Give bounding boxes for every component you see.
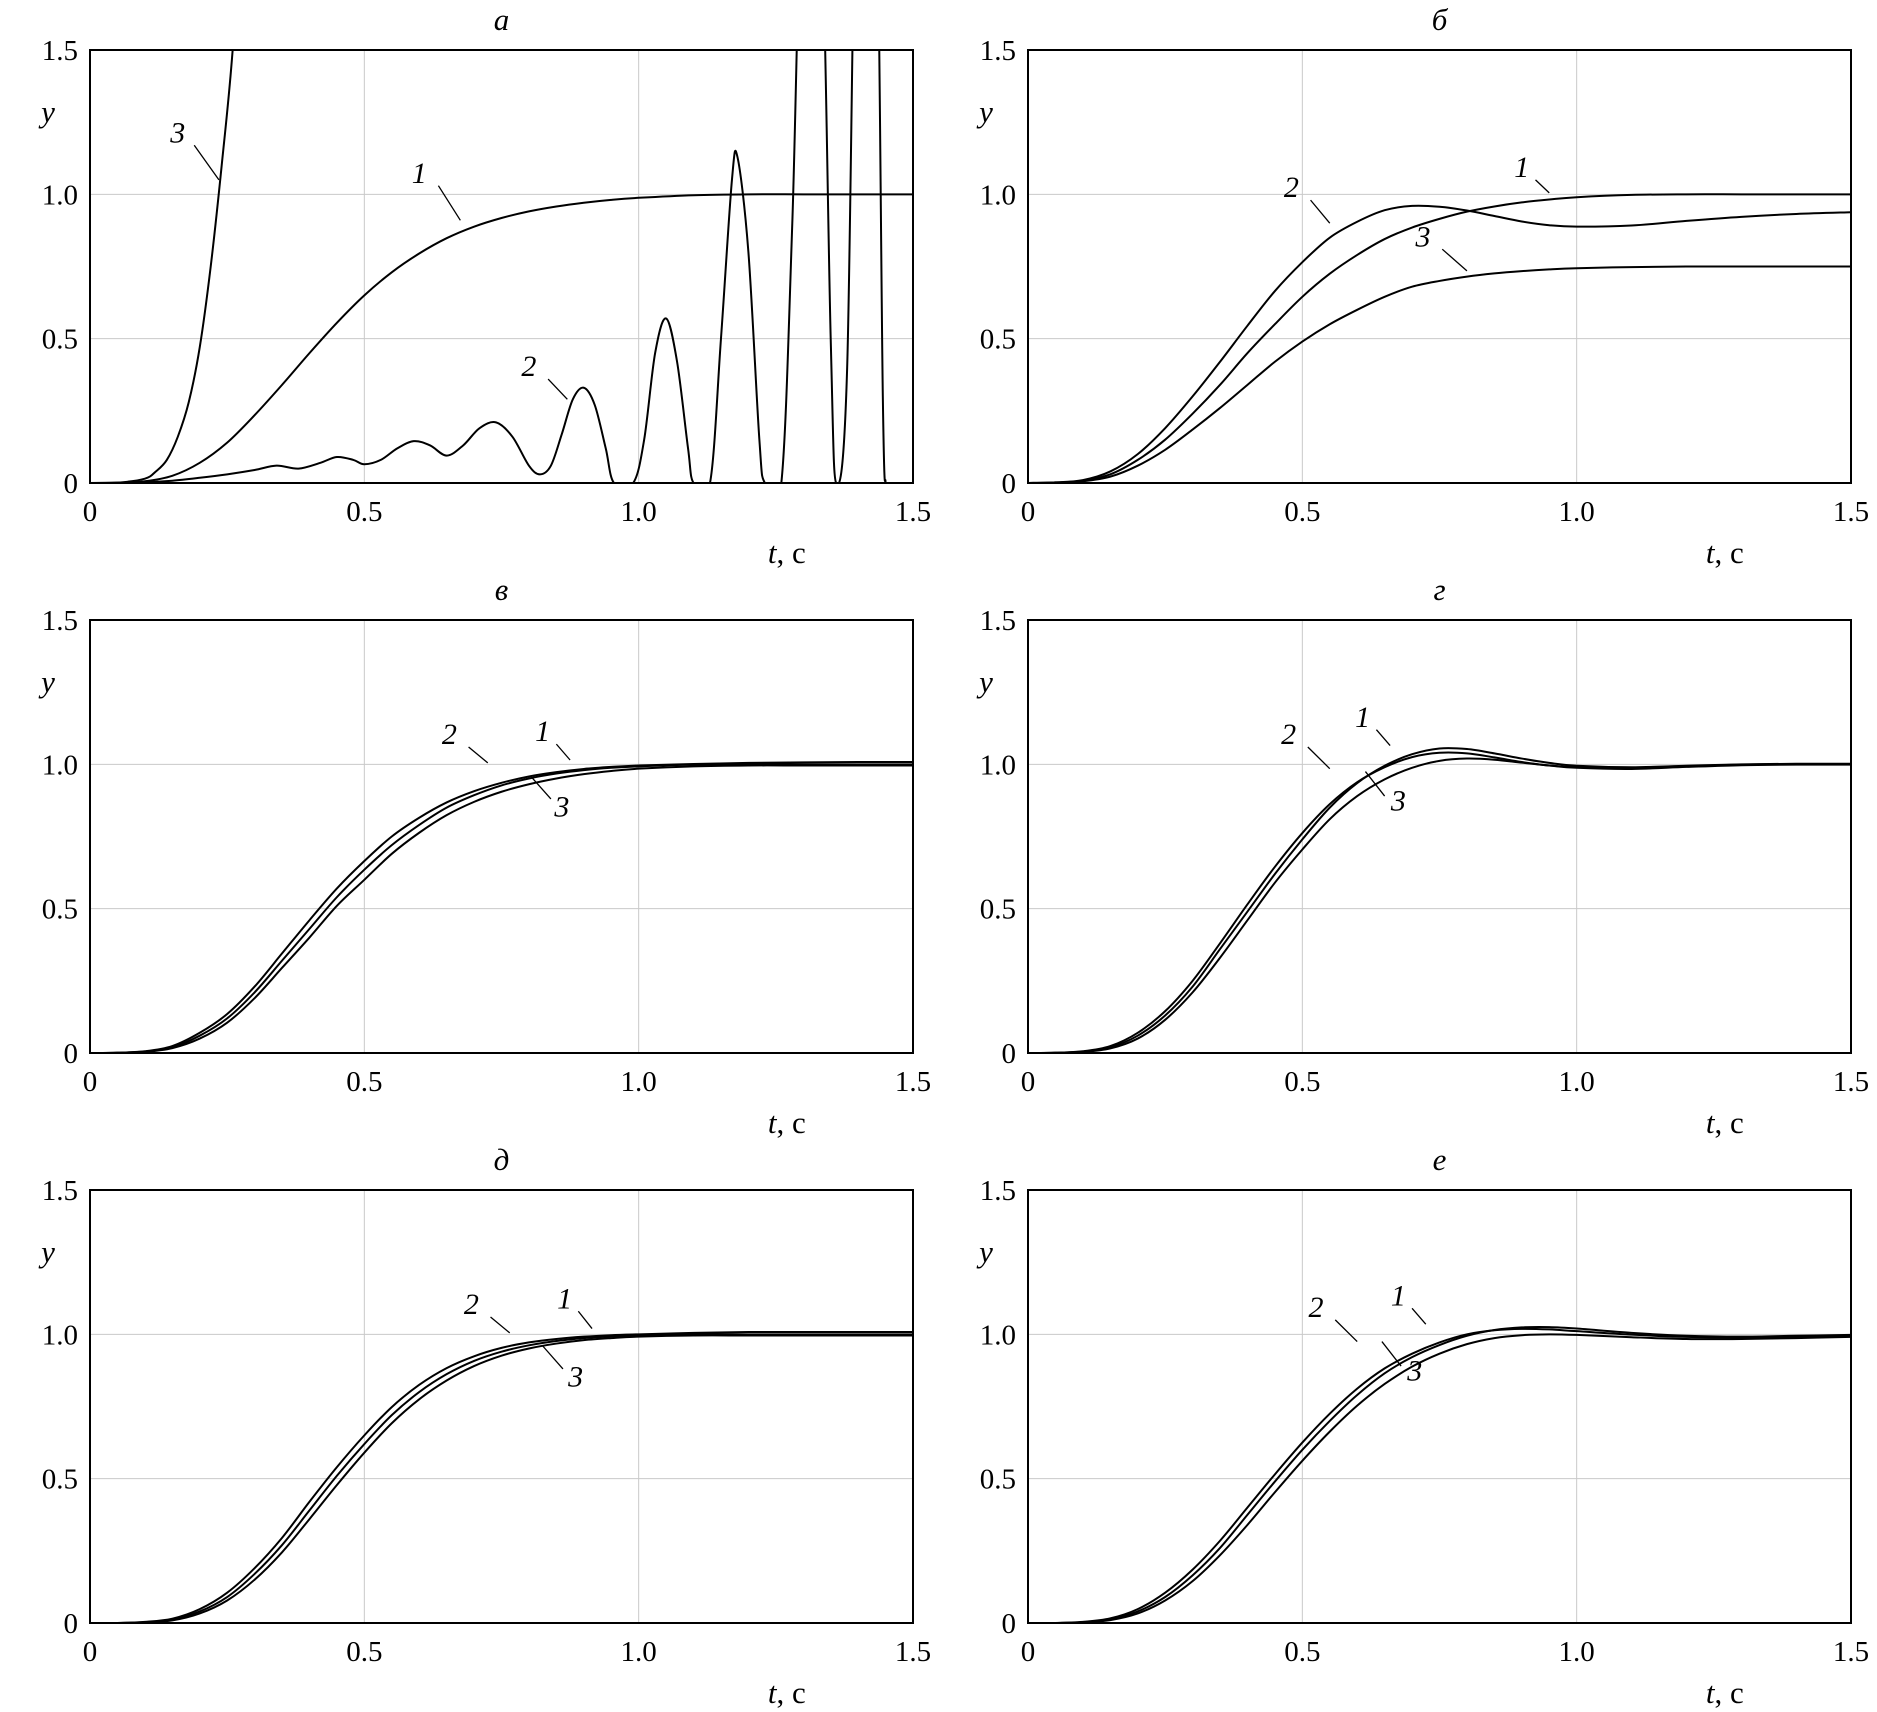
svg-text:0.5: 0.5 — [980, 324, 1016, 356]
svg-text:1.0: 1.0 — [980, 1319, 1016, 1351]
chart-e-canvas: 0 0.5 1.0 1.5 0 0.5 1.0 1.5 y t, c 2 1 3 — [976, 1180, 1869, 1710]
chart-title-e: е — [1432, 1142, 1447, 1177]
chart-panel-v: в 0 0.5 1.0 1.5 0 0.5 1.0 1.5 y t, c 2 1 3 — [0, 570, 938, 1140]
svg-text:0: 0 — [1002, 468, 1017, 500]
svg-text:0: 0 — [83, 496, 98, 528]
svg-text:3: 3 — [169, 116, 185, 149]
chart-a-canvas: 0 0.5 1.0 1.5 0 0.5 1.0 1.5 y t, c 3 1 2 — [38, 40, 931, 570]
svg-text:0.5: 0.5 — [42, 324, 78, 356]
svg-text:t, c: t, c — [768, 1105, 806, 1140]
svg-text:1.5: 1.5 — [1833, 496, 1869, 528]
svg-text:1.0: 1.0 — [1559, 496, 1595, 528]
svg-text:t, c: t, c — [1706, 535, 1744, 570]
svg-text:1.0: 1.0 — [980, 749, 1016, 781]
svg-text:t, c: t, c — [1706, 1105, 1744, 1140]
svg-text:2: 2 — [442, 718, 457, 751]
svg-text:1.0: 1.0 — [42, 749, 78, 781]
chart-panel-b: б 0 0.5 1.0 1.5 0 0.5 1.0 1.5 y t, c 2 1 3 — [938, 0, 1877, 570]
svg-text:1.0: 1.0 — [621, 496, 657, 528]
svg-text:1.5: 1.5 — [42, 40, 78, 67]
svg-text:1.0: 1.0 — [42, 179, 78, 211]
chart-g-canvas: 0 0.5 1.0 1.5 0 0.5 1.0 1.5 y t, c 2 1 3 — [976, 610, 1869, 1140]
svg-text:1.5: 1.5 — [980, 1180, 1016, 1207]
chart-title-v: в — [494, 572, 509, 607]
svg-text:y: y — [976, 664, 993, 699]
svg-text:1.5: 1.5 — [42, 1180, 78, 1207]
svg-text:3: 3 — [1390, 785, 1406, 818]
svg-text:1.5: 1.5 — [1833, 1066, 1869, 1098]
chart-panel-d: д 0 0.5 1.0 1.5 0 0.5 1.0 1.5 y t, c 2 1 3 — [0, 1140, 938, 1710]
svg-text:t, c: t, c — [768, 1675, 806, 1710]
svg-text:3: 3 — [1406, 1355, 1422, 1388]
svg-text:y: y — [38, 94, 55, 129]
svg-text:2: 2 — [1281, 718, 1296, 751]
chart-panel-e: е 0 0.5 1.0 1.5 0 0.5 1.0 1.5 y t, c 2 1 3 — [938, 1140, 1877, 1710]
svg-text:0: 0 — [1021, 496, 1036, 528]
chart-d-canvas: 0 0.5 1.0 1.5 0 0.5 1.0 1.5 y t, c 2 1 3 — [38, 1180, 931, 1710]
svg-text:3: 3 — [567, 1360, 583, 1393]
chart-title-d: д — [493, 1142, 510, 1177]
svg-text:1.5: 1.5 — [895, 496, 931, 528]
svg-text:0.5: 0.5 — [1284, 1636, 1320, 1668]
svg-text:0: 0 — [83, 1066, 98, 1098]
svg-text:1: 1 — [1355, 701, 1370, 734]
svg-text:1: 1 — [1514, 151, 1529, 184]
svg-text:1.0: 1.0 — [621, 1636, 657, 1668]
svg-text:y: y — [38, 664, 55, 699]
svg-text:2: 2 — [464, 1288, 479, 1321]
svg-text:0.5: 0.5 — [346, 1636, 382, 1668]
svg-text:0.5: 0.5 — [1284, 1066, 1320, 1098]
svg-text:0.5: 0.5 — [980, 1464, 1016, 1496]
chart-v-canvas: 0 0.5 1.0 1.5 0 0.5 1.0 1.5 y t, c 2 1 3 — [38, 610, 931, 1140]
svg-text:1.5: 1.5 — [895, 1066, 931, 1098]
chart-panel-g: г 0 0.5 1.0 1.5 0 0.5 1.0 1.5 y t, c 2 1 3 — [938, 570, 1877, 1140]
svg-text:2: 2 — [521, 350, 536, 383]
svg-text:0.5: 0.5 — [42, 894, 78, 926]
svg-text:0.5: 0.5 — [1284, 496, 1320, 528]
svg-text:0: 0 — [1002, 1608, 1017, 1640]
svg-text:0: 0 — [64, 468, 79, 500]
svg-text:1: 1 — [535, 715, 550, 748]
svg-text:3: 3 — [1415, 220, 1431, 253]
svg-text:1.0: 1.0 — [1559, 1636, 1595, 1668]
svg-text:1.5: 1.5 — [1833, 1636, 1869, 1668]
svg-text:0: 0 — [64, 1608, 79, 1640]
svg-text:0: 0 — [1002, 1038, 1017, 1070]
svg-text:0: 0 — [64, 1038, 79, 1070]
svg-text:2: 2 — [1309, 1291, 1324, 1324]
svg-text:1.5: 1.5 — [42, 610, 78, 637]
svg-text:0.5: 0.5 — [346, 1066, 382, 1098]
svg-text:t, c: t, c — [768, 535, 806, 570]
chart-title-a: а — [493, 2, 510, 37]
svg-text:1.0: 1.0 — [980, 179, 1016, 211]
svg-text:1.5: 1.5 — [980, 40, 1016, 67]
chart-title-b: б — [1431, 2, 1448, 37]
svg-text:0.5: 0.5 — [346, 496, 382, 528]
svg-text:1: 1 — [557, 1282, 572, 1315]
svg-text:0: 0 — [1021, 1066, 1036, 1098]
svg-text:1.5: 1.5 — [980, 610, 1016, 637]
svg-text:1.0: 1.0 — [1559, 1066, 1595, 1098]
svg-text:y: y — [976, 94, 993, 129]
chart-b-canvas: 0 0.5 1.0 1.5 0 0.5 1.0 1.5 y t, c 2 1 3 — [976, 40, 1869, 570]
svg-text:1: 1 — [1391, 1279, 1406, 1312]
svg-text:1.0: 1.0 — [621, 1066, 657, 1098]
svg-text:0.5: 0.5 — [980, 894, 1016, 926]
svg-text:1.5: 1.5 — [895, 1636, 931, 1668]
svg-text:2: 2 — [1284, 171, 1299, 204]
svg-text:0.5: 0.5 — [42, 1464, 78, 1496]
svg-text:t, c: t, c — [1706, 1675, 1744, 1710]
svg-text:3: 3 — [553, 790, 569, 823]
chart-title-g: г — [1433, 572, 1446, 607]
svg-text:0: 0 — [1021, 1636, 1036, 1668]
svg-text:1: 1 — [412, 157, 427, 190]
chart-panel-a: а 0 0.5 1.0 1.5 0 0.5 1.0 1.5 y t, c 3 1 2 — [0, 0, 938, 570]
svg-text:y: y — [38, 1234, 55, 1269]
svg-text:1.0: 1.0 — [42, 1319, 78, 1351]
svg-text:y: y — [976, 1234, 993, 1269]
svg-text:0: 0 — [83, 1636, 98, 1668]
